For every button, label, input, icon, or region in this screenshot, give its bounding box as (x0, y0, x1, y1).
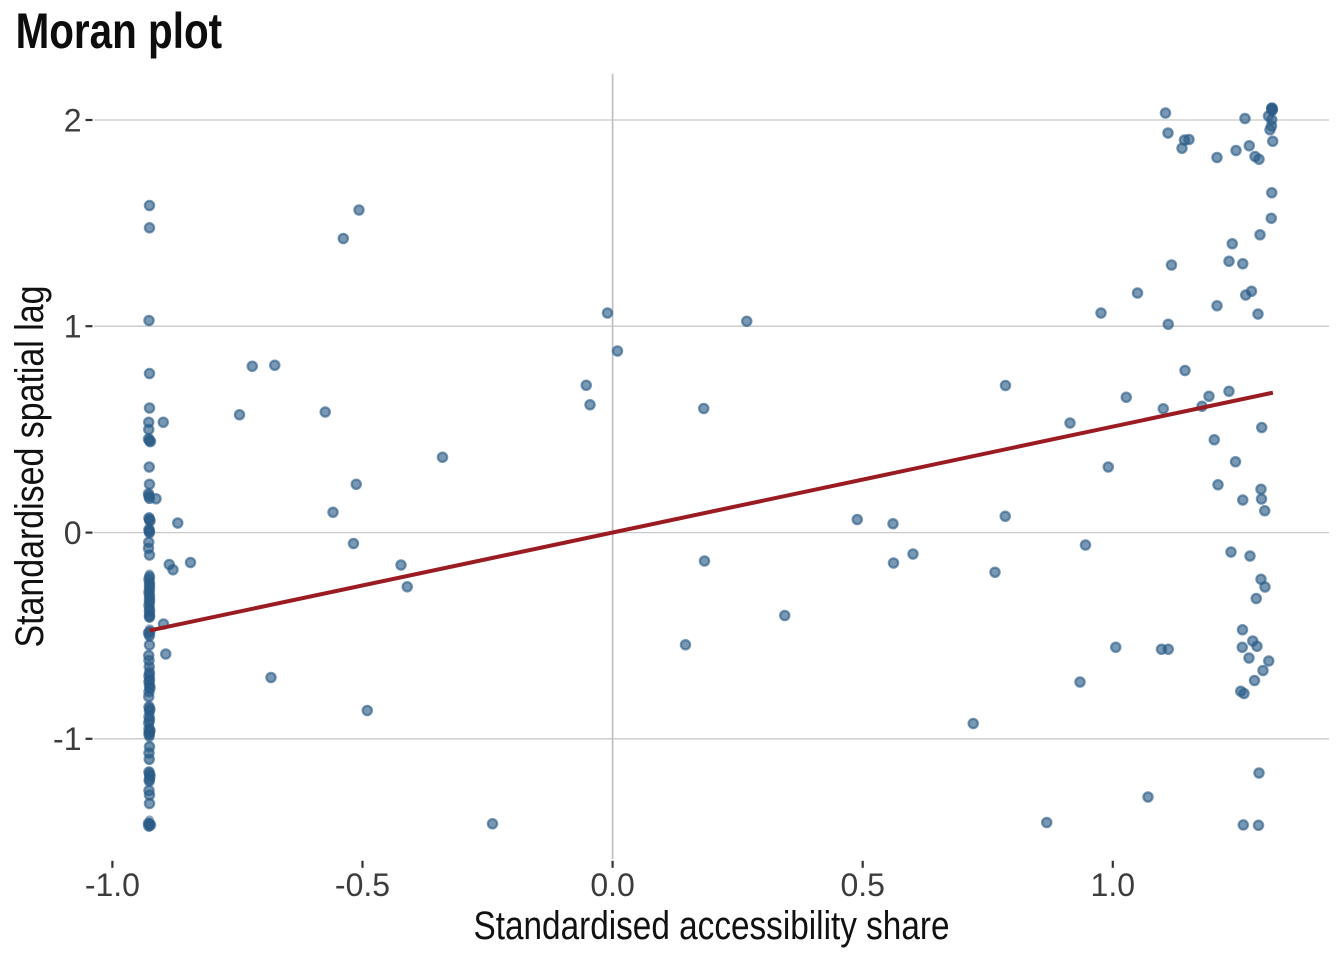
svg-text:Standardised spatial lag: Standardised spatial lag (8, 286, 52, 648)
svg-text:-1: -1 (53, 721, 81, 757)
svg-text:0.5: 0.5 (840, 867, 884, 903)
svg-text:-1.0: -1.0 (85, 867, 140, 903)
svg-text:Standardised accessibility sha: Standardised accessibility share (474, 904, 950, 948)
svg-text:Moran plot: Moran plot (16, 3, 223, 59)
svg-text:-0.5: -0.5 (335, 867, 390, 903)
svg-text:2: 2 (64, 102, 82, 138)
svg-text:1: 1 (64, 309, 82, 345)
svg-text:0: 0 (64, 515, 82, 551)
svg-text:0.0: 0.0 (590, 867, 634, 903)
svg-text:1.0: 1.0 (1091, 867, 1135, 903)
